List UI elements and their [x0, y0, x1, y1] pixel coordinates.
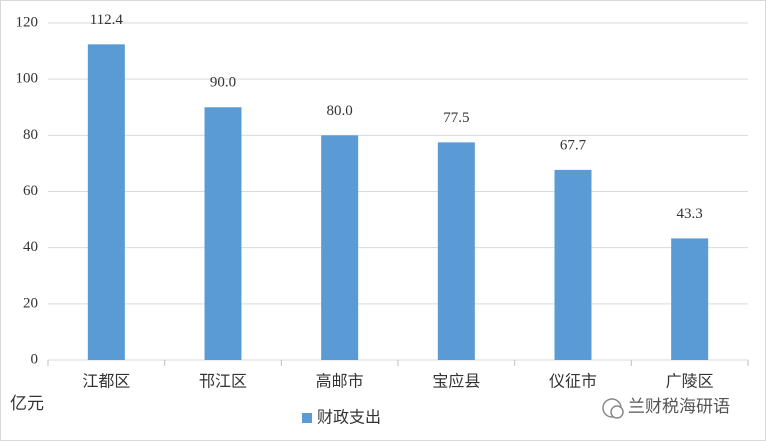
- y-axis-label: 亿元: [10, 394, 44, 413]
- bar: [321, 135, 359, 360]
- watermark-icon: [610, 405, 624, 419]
- bar: [671, 238, 709, 360]
- x-tick-label: 宝应县: [432, 372, 480, 391]
- y-tick-label: 80: [23, 127, 38, 143]
- bar: [437, 142, 475, 360]
- y-tick-label: 120: [16, 14, 39, 30]
- x-tick-label: 高邮市: [316, 373, 364, 391]
- bar: [554, 169, 592, 360]
- watermark: 兰财税海研语: [602, 397, 730, 419]
- x-tick-label: 仪征市: [549, 373, 597, 391]
- data-label: 80.0: [327, 103, 353, 119]
- data-label: 43.3: [677, 206, 703, 222]
- x-tick-label: 江都区: [82, 373, 130, 391]
- y-tick-label: 40: [23, 239, 38, 255]
- legend-swatch: [302, 413, 312, 423]
- watermark-text: 兰财税海研语: [628, 397, 730, 416]
- y-tick-label: 100: [16, 71, 39, 87]
- data-label: 67.7: [560, 137, 587, 153]
- bar: [87, 44, 125, 361]
- x-tick-label: 邗江区: [199, 373, 247, 391]
- bar: [204, 107, 242, 360]
- y-tick-label: 0: [31, 351, 39, 367]
- data-label: 77.5: [443, 110, 469, 126]
- data-label: 112.4: [90, 12, 124, 28]
- y-tick-label: 20: [23, 295, 38, 311]
- legend-label: 财政支出: [317, 409, 381, 427]
- x-tick-label: 广陵区: [666, 373, 714, 391]
- data-label: 90.0: [210, 75, 236, 91]
- y-tick-label: 60: [23, 183, 38, 199]
